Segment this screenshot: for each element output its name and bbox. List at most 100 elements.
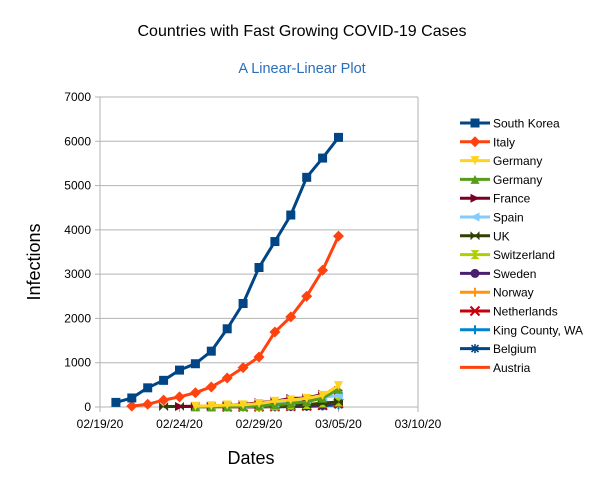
x-tick-label: 03/10/20 xyxy=(395,417,442,431)
chart-title: Countries with Fast Growing COVID-19 Cas… xyxy=(138,23,467,40)
legend-item: UK xyxy=(460,229,510,243)
data-point xyxy=(301,290,313,302)
data-point xyxy=(302,393,312,403)
data-point xyxy=(206,346,216,356)
legend-label: Belgium xyxy=(493,342,536,356)
y-tick-label: 6000 xyxy=(64,134,91,148)
legend-label: Spain xyxy=(493,211,524,225)
legend-item: King County, WA xyxy=(460,323,583,337)
legend-label: Netherlands xyxy=(493,305,558,319)
data-point xyxy=(269,326,281,338)
legend-item: Switzerland xyxy=(460,248,555,262)
x-axis-title: Dates xyxy=(227,448,274,468)
data-point xyxy=(238,299,248,309)
y-tick-label: 7000 xyxy=(64,90,91,104)
legend-item: Germany xyxy=(460,173,542,187)
data-point xyxy=(270,237,280,247)
legend-label: France xyxy=(493,192,531,206)
data-point xyxy=(334,381,343,391)
legend-label: Switzerland xyxy=(493,248,555,262)
legend-label: Austria xyxy=(493,361,531,375)
legend-marker xyxy=(470,212,480,222)
data-point xyxy=(270,396,280,406)
legend-item: Italy xyxy=(460,135,515,149)
legend-marker xyxy=(470,268,480,278)
y-tick-label: 3000 xyxy=(64,267,91,281)
data-point xyxy=(190,401,200,411)
series-layer xyxy=(111,132,344,413)
data-point xyxy=(222,324,232,334)
data-point xyxy=(318,390,328,400)
x-tick-label: 02/24/20 xyxy=(156,417,203,431)
data-point xyxy=(221,372,233,384)
data-point xyxy=(302,172,312,182)
data-point xyxy=(286,210,296,220)
legend-marker xyxy=(470,325,480,335)
data-point xyxy=(286,395,296,405)
legend-label: Italy xyxy=(493,135,515,149)
data-point xyxy=(205,381,217,393)
y-tick-label: 2000 xyxy=(64,311,91,325)
legend-item: Germany xyxy=(460,154,542,168)
data-point xyxy=(253,351,265,363)
series-germany xyxy=(190,381,343,411)
data-point xyxy=(222,400,232,410)
data-point xyxy=(285,311,297,323)
legend-item: Netherlands xyxy=(460,305,558,319)
x-tick-label: 02/29/20 xyxy=(236,417,283,431)
legend-item: Norway xyxy=(460,286,534,300)
data-point xyxy=(158,394,170,406)
legend-marker xyxy=(470,344,480,354)
chart-subtitle: A Linear-Linear Plot xyxy=(238,61,365,77)
legend-item: Belgium xyxy=(460,342,536,356)
y-axis-title: Infections xyxy=(24,223,44,300)
legend-label: Germany xyxy=(493,154,542,168)
x-tick-label: 02/19/20 xyxy=(77,417,124,431)
data-point xyxy=(333,230,344,242)
y-tick-label: 4000 xyxy=(64,223,91,237)
data-point xyxy=(237,362,249,374)
x-tick-label: 03/05/20 xyxy=(315,417,362,431)
legend-item: Spain xyxy=(460,211,524,225)
data-point xyxy=(318,153,328,163)
legend-marker xyxy=(470,118,480,128)
legend-marker xyxy=(470,231,480,241)
axes: 0 1000 2000 3000 4000 5000 6000 7000 02/19/20 02/… xyxy=(64,90,441,431)
y-tick-label: 1000 xyxy=(64,356,91,370)
data-point xyxy=(174,391,185,403)
data-point xyxy=(126,400,138,412)
legend-label: UK xyxy=(493,229,510,243)
y-tick-label: 0 xyxy=(84,400,91,414)
legend-item: France xyxy=(460,192,531,206)
data-point xyxy=(334,132,343,142)
data-point xyxy=(254,399,264,409)
legend-label: Sweden xyxy=(493,267,536,281)
legend-label: South Korea xyxy=(493,117,560,131)
series-line xyxy=(195,384,340,408)
data-point xyxy=(206,401,216,411)
data-point xyxy=(111,397,121,407)
y-tick-label: 5000 xyxy=(64,179,91,193)
legend-marker xyxy=(470,174,480,184)
legend-marker xyxy=(469,305,481,317)
data-point xyxy=(143,383,153,393)
legend-label: King County, WA xyxy=(493,323,583,337)
legend-item: Austria xyxy=(460,361,531,375)
legend-marker xyxy=(470,250,480,260)
data-point xyxy=(334,397,343,407)
legend-marker xyxy=(470,193,480,203)
data-point xyxy=(142,398,154,410)
data-point xyxy=(254,263,264,272)
data-point xyxy=(127,393,137,403)
legend: South Korea Italy Germany Germany France Spai… xyxy=(460,117,583,375)
series-italy xyxy=(126,230,344,412)
data-point xyxy=(238,400,248,410)
data-point xyxy=(189,387,201,399)
legend-marker xyxy=(470,156,480,166)
legend-item: Sweden xyxy=(460,267,536,281)
data-point xyxy=(317,264,329,276)
data-point xyxy=(190,359,200,369)
legend-label: Norway xyxy=(493,286,534,300)
